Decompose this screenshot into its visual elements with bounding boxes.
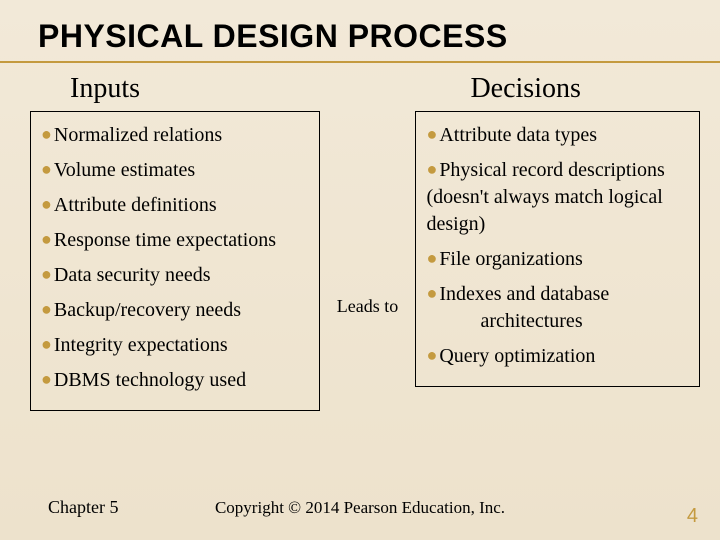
- item-text: Attribute data types: [439, 124, 597, 146]
- copyright-text: Copyright © 2014 Pearson Education, Inc.: [0, 498, 720, 518]
- list-item: ●Attribute definitions: [41, 190, 309, 225]
- list-item: ●DBMS technology used: [41, 365, 309, 400]
- item-text: Normalized relations: [54, 124, 222, 146]
- list-item: ●Physical record descriptions (doesn't a…: [426, 155, 689, 244]
- bullet-icon: ●: [41, 159, 54, 179]
- item-text: Indexes and database: [439, 283, 609, 305]
- list-item: ●Response time expectations: [41, 225, 309, 260]
- content-columns: Inputs ●Normalized relations ●Volume est…: [0, 63, 720, 411]
- bullet-icon: ●: [426, 345, 439, 365]
- bullet-icon: ●: [41, 334, 54, 354]
- bullet-icon: ●: [41, 369, 54, 389]
- bullet-icon: ●: [426, 248, 439, 268]
- bullet-icon: ●: [426, 124, 439, 144]
- item-continuation: architectures: [426, 308, 689, 335]
- decisions-box: ●Attribute data types ●Physical record d…: [415, 111, 700, 387]
- inputs-box: ●Normalized relations ●Volume estimates …: [30, 111, 320, 411]
- item-text: Physical record descriptions (doesn't al…: [426, 159, 664, 235]
- item-text: Response time expectations: [54, 229, 276, 251]
- inputs-heading: Inputs: [30, 71, 320, 111]
- bullet-icon: ●: [41, 264, 54, 284]
- item-text: Integrity expectations: [54, 334, 228, 356]
- item-text: Backup/recovery needs: [54, 299, 241, 321]
- list-item: ●Data security needs: [41, 260, 309, 295]
- list-item: ●File organizations: [426, 244, 689, 279]
- list-item: ●Attribute data types: [426, 120, 689, 155]
- bullet-icon: ●: [41, 229, 54, 249]
- item-text: File organizations: [439, 248, 583, 270]
- connector-column: Leads to: [328, 71, 408, 411]
- list-item: ●Indexes and database architectures: [426, 279, 689, 341]
- list-item: ●Backup/recovery needs: [41, 295, 309, 330]
- bullet-icon: ●: [41, 299, 54, 319]
- decisions-heading: Decisions: [415, 71, 700, 111]
- inputs-column: Inputs ●Normalized relations ●Volume est…: [30, 71, 320, 411]
- bullet-icon: ●: [426, 159, 439, 179]
- decisions-column: Decisions ●Attribute data types ●Physica…: [415, 71, 700, 411]
- slide-title: PHYSICAL DESIGN PROCESS: [0, 0, 720, 61]
- list-item: ●Query optimization: [426, 341, 689, 376]
- item-text: Query optimization: [439, 345, 595, 367]
- page-number: 4: [687, 505, 698, 528]
- item-text: Data security needs: [54, 264, 211, 286]
- connector-label: Leads to: [337, 296, 398, 317]
- item-text: Volume estimates: [54, 159, 195, 181]
- item-text: Attribute definitions: [54, 194, 217, 216]
- bullet-icon: ●: [41, 194, 54, 214]
- list-item: ●Normalized relations: [41, 120, 309, 155]
- bullet-icon: ●: [41, 124, 54, 144]
- bullet-icon: ●: [426, 283, 439, 303]
- list-item: ●Volume estimates: [41, 155, 309, 190]
- list-item: ●Integrity expectations: [41, 330, 309, 365]
- item-text: DBMS technology used: [54, 369, 246, 391]
